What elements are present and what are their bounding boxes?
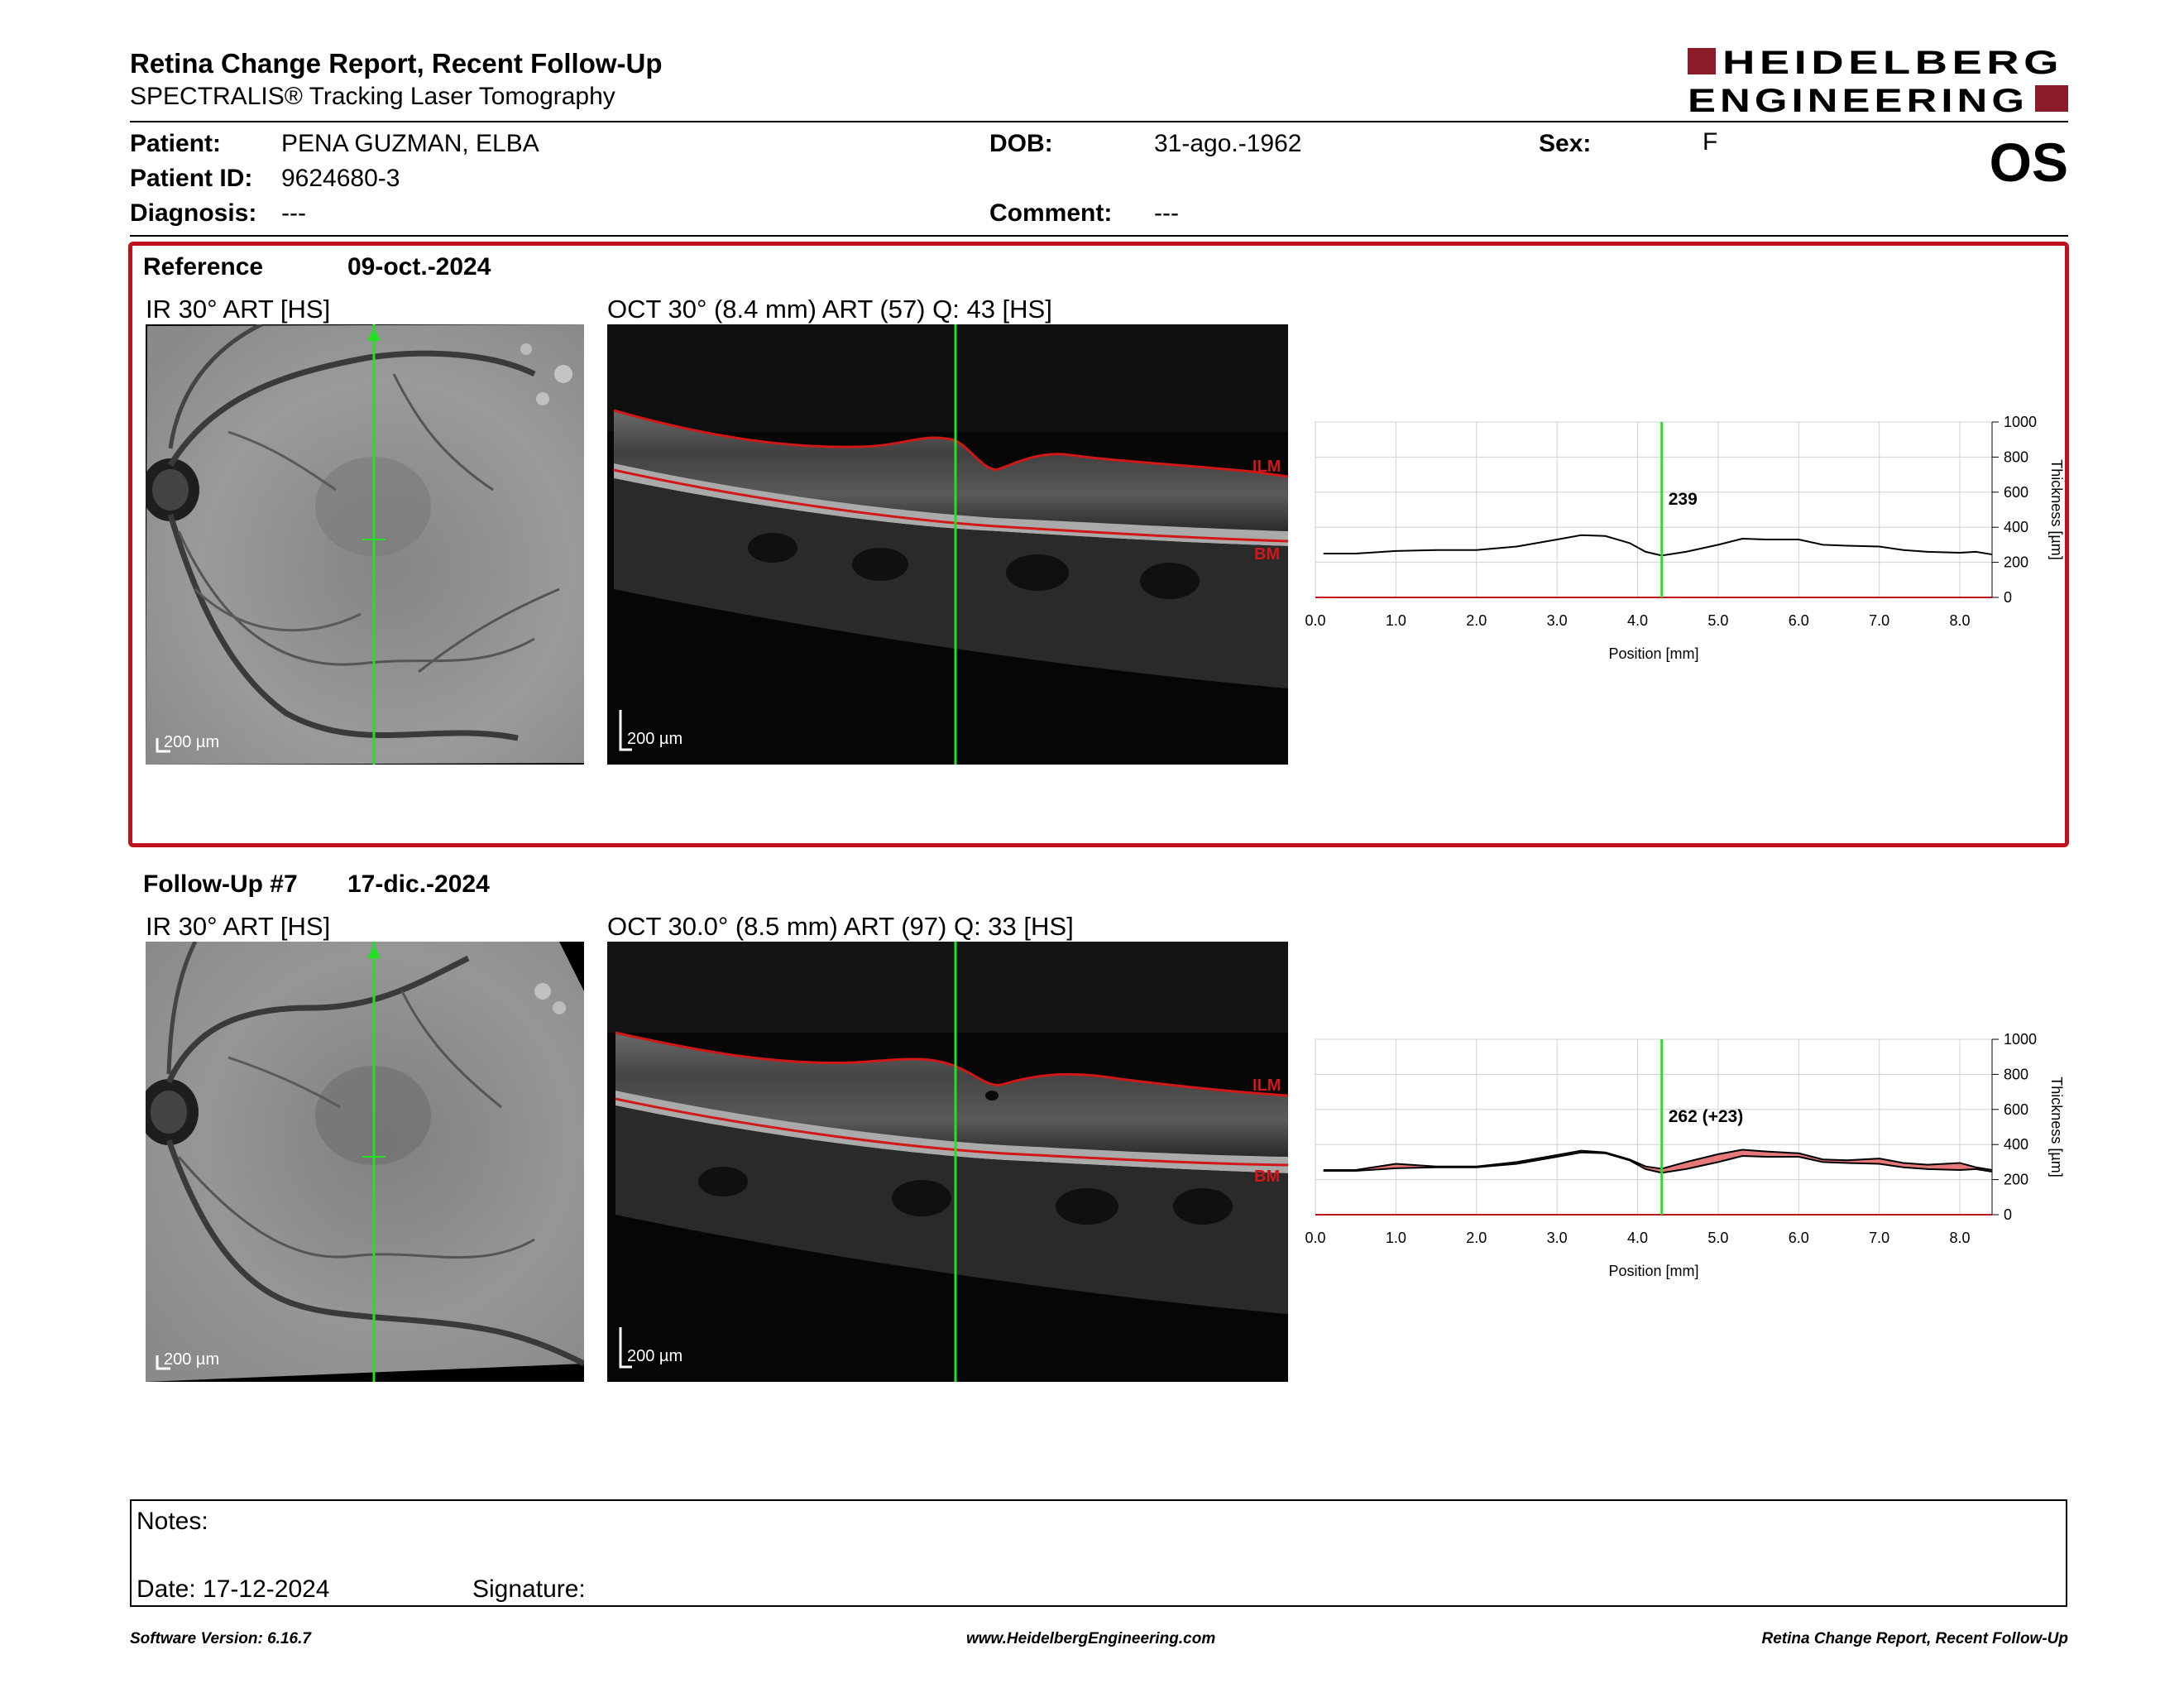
followup-bm-label: BM bbox=[1254, 1168, 1280, 1186]
followup-date: 17-dic.-2024 bbox=[347, 870, 490, 898]
footer-software-version: Software Version: 6.16.7 bbox=[130, 1630, 311, 1647]
reference-chart-y-tick-label: 1000 bbox=[2004, 414, 2037, 430]
patient-name: PENA GUZMAN, ELBA bbox=[281, 130, 539, 157]
diagnosis-value: --- bbox=[281, 199, 306, 227]
dob-label: DOB: bbox=[989, 130, 1053, 157]
followup-chart-y-tick-label: 1000 bbox=[2004, 1031, 2037, 1048]
reference-oct-caption: OCT 30° (8.4 mm) ART (57) Q: 43 [HS] bbox=[607, 295, 1052, 324]
reference-chart-y-tick-label: 800 bbox=[2004, 448, 2028, 465]
reference-chart-x-tick-label: 8.0 bbox=[1950, 612, 1971, 629]
followup-ir-scalebar: 200 µm bbox=[164, 1350, 219, 1369]
reference-label: Reference bbox=[143, 253, 264, 281]
followup-thickness-chart[interactable]: 0.0 1.0 2.0 3.0 4.0 5.0 6.0 7.0 8.0 0 200 400 600 800… bbox=[1299, 1023, 2085, 1296]
reference-chart-x-tick-label: 4.0 bbox=[1627, 612, 1648, 629]
reference-section-frame bbox=[128, 242, 2069, 847]
reference-chart-x-tick-label: 2.0 bbox=[1466, 612, 1487, 629]
report-subtitle: SPECTRALIS® Tracking Laser Tomography bbox=[130, 83, 615, 110]
comment-value: --- bbox=[1154, 199, 1179, 227]
reference-date: 09-oct.-2024 bbox=[347, 253, 491, 281]
footer-report-name: Retina Change Report, Recent Follow-Up bbox=[1761, 1630, 2068, 1647]
date-field: Date: 17-12-2024 bbox=[136, 1575, 330, 1603]
followup-label: Follow-Up #7 bbox=[143, 870, 298, 898]
followup-chart-cursor-value: 262 (+23) bbox=[1669, 1107, 1743, 1126]
followup-chart-x-tick-label: 2.0 bbox=[1466, 1230, 1487, 1246]
reference-chart-y-tick-label: 600 bbox=[2004, 484, 2028, 501]
report-title: Retina Change Report, Recent Follow-Up bbox=[130, 48, 663, 79]
reference-ir-image[interactable]: 200 µm bbox=[146, 324, 584, 765]
followup-chart-y-axis-label: Thickness [µm] bbox=[2048, 1077, 2065, 1177]
logo-line2: ENGINEERING bbox=[1688, 83, 2028, 114]
followup-ir-caption: IR 30° ART [HS] bbox=[146, 912, 331, 941]
followup-ilm-label: ILM bbox=[1252, 1077, 1281, 1095]
reference-chart-y-tick-label: 0 bbox=[2004, 589, 2012, 606]
reference-chart-x-tick-label: 7.0 bbox=[1869, 612, 1889, 629]
logo-line1: HEIDELBERG bbox=[1722, 46, 2063, 81]
patient-label: Patient: bbox=[130, 130, 222, 157]
followup-chart-x-tick-label: 8.0 bbox=[1950, 1230, 1971, 1246]
followup-chart-x-tick-label: 5.0 bbox=[1707, 1230, 1728, 1246]
reference-oct-scalebar: 200 µm bbox=[627, 730, 682, 748]
followup-chart-y-tick-label: 400 bbox=[2004, 1136, 2028, 1153]
reference-chart-x-tick-label: 3.0 bbox=[1547, 612, 1568, 629]
heidelberg-logo: HEIDELBERG ENGINEERING bbox=[1688, 46, 2068, 114]
sex-label: Sex: bbox=[1539, 130, 1592, 157]
followup-chart-x-tick-label: 3.0 bbox=[1547, 1230, 1568, 1246]
reference-ilm-label: ILM bbox=[1252, 458, 1281, 476]
reference-chart-y-tick-label: 400 bbox=[2004, 519, 2028, 535]
followup-chart-x-tick-label: 0.0 bbox=[1305, 1230, 1325, 1246]
notes-label: Notes: bbox=[136, 1508, 208, 1535]
followup-chart-x-tick-label: 4.0 bbox=[1627, 1230, 1648, 1246]
reference-chart-x-tick-label: 6.0 bbox=[1789, 612, 1809, 629]
reference-ir-caption: IR 30° ART [HS] bbox=[146, 295, 331, 324]
reference-bm-label: BM bbox=[1254, 545, 1280, 563]
reference-chart-x-tick-label: 5.0 bbox=[1707, 612, 1728, 629]
reference-chart-y-axis-label: Thickness [µm] bbox=[2048, 459, 2065, 559]
followup-chart-plot-area bbox=[1315, 1038, 1993, 1216]
sex-value: F bbox=[1703, 128, 1718, 156]
dob-value: 31-ago.-1962 bbox=[1154, 130, 1302, 157]
followup-chart-y-tick-label: 0 bbox=[2004, 1206, 2012, 1223]
followup-chart-x-axis-label: Position [mm] bbox=[1608, 1263, 1698, 1279]
followup-chart-y-tick-label: 600 bbox=[2004, 1101, 2028, 1118]
comment-label: Comment: bbox=[989, 199, 1113, 227]
followup-oct-scalebar: 200 µm bbox=[627, 1347, 682, 1365]
followup-chart-x-tick-label: 1.0 bbox=[1386, 1230, 1406, 1246]
diagnosis-label: Diagnosis: bbox=[130, 199, 257, 227]
reference-chart-x-tick-label: 1.0 bbox=[1386, 612, 1406, 629]
followup-oct-caption: OCT 30.0° (8.5 mm) ART (97) Q: 33 [HS] bbox=[607, 912, 1074, 941]
reference-chart-y-tick-label: 200 bbox=[2004, 554, 2028, 571]
followup-chart-y-tick-label: 200 bbox=[2004, 1172, 2028, 1188]
followup-ir-image[interactable]: 200 µm bbox=[146, 942, 584, 1382]
patient-id-label: Patient ID: bbox=[130, 165, 253, 192]
reference-thickness-chart[interactable]: 0.0 1.0 2.0 3.0 4.0 5.0 6.0 7.0 8.0 0 200 400 600 800… bbox=[1299, 405, 2085, 679]
reference-chart-cursor-value: 239 bbox=[1669, 490, 1698, 509]
reference-chart-x-tick-label: 0.0 bbox=[1305, 612, 1325, 629]
followup-chart-x-tick-label: 7.0 bbox=[1869, 1230, 1889, 1246]
followup-chart-thickness-line bbox=[1323, 1151, 1993, 1174]
followup-chart-followup-line bbox=[1323, 1149, 1993, 1171]
followup-chart-x-tick-label: 6.0 bbox=[1789, 1230, 1809, 1246]
patient-id: 9624680-3 bbox=[281, 165, 400, 192]
reference-chart-x-axis-label: Position [mm] bbox=[1608, 645, 1698, 662]
signature-field[interactable]: Signature: bbox=[472, 1575, 586, 1603]
reference-ir-scalebar: 200 µm bbox=[164, 733, 219, 751]
notes-box[interactable]: Notes: Date: 17-12-2024 Signature: bbox=[130, 1499, 2067, 1607]
followup-chart-y-tick-label: 800 bbox=[2004, 1066, 2028, 1082]
reference-chart-plot-area bbox=[1315, 421, 1993, 598]
reference-oct-image[interactable]: ILM BM 200 µm bbox=[607, 324, 1288, 765]
followup-oct-image[interactable]: ILM BM 200 µm bbox=[607, 942, 1288, 1382]
footer-website-link[interactable]: www.HeidelbergEngineering.com bbox=[966, 1630, 1216, 1647]
reference-chart-thickness-line bbox=[1323, 534, 1993, 557]
eye-laterality: OS bbox=[1989, 132, 2068, 193]
